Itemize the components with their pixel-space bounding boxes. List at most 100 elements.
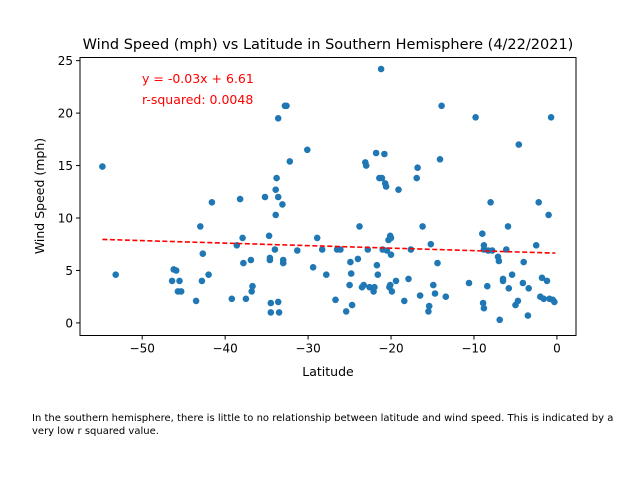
data-point-129 — [525, 285, 532, 292]
data-point-96 — [427, 240, 435, 248]
data-point-48 — [323, 271, 330, 279]
data-point-39 — [279, 256, 287, 264]
data-point-122 — [508, 271, 516, 279]
data-point-74 — [381, 150, 388, 158]
data-point-23 — [261, 193, 269, 201]
data-point-92 — [416, 292, 424, 299]
data-point-68 — [373, 261, 381, 269]
data-point-2 — [168, 277, 176, 285]
data-point-87 — [401, 297, 408, 305]
x-tick-label: 0 — [553, 342, 561, 356]
data-point-54 — [347, 258, 354, 266]
data-point-120 — [504, 223, 512, 230]
data-point-27 — [267, 309, 275, 316]
data-point-30 — [272, 186, 280, 193]
data-point-11 — [199, 250, 207, 257]
data-point-9 — [197, 223, 204, 230]
data-point-69 — [374, 271, 382, 279]
regression-equation: y = -0.03x + 6.61 — [142, 71, 254, 86]
data-point-24 — [265, 232, 273, 240]
data-point-102 — [442, 293, 450, 301]
y-tick-label: 25 — [58, 54, 73, 68]
data-point-43 — [294, 247, 301, 254]
data-point-31 — [272, 211, 280, 219]
data-point-109 — [480, 304, 488, 312]
data-point-76 — [382, 183, 390, 190]
data-point-67 — [372, 149, 380, 157]
data-point-71 — [377, 65, 385, 73]
data-point-97 — [430, 281, 437, 289]
data-point-128 — [524, 312, 532, 319]
data-point-131 — [535, 199, 542, 206]
data-point-56 — [348, 301, 356, 309]
data-point-12 — [205, 271, 212, 279]
data-point-13 — [208, 199, 216, 206]
chart-title: Wind Speed (mph) vs Latitude in Southern… — [83, 37, 574, 53]
data-point-60 — [360, 281, 368, 289]
data-point-46 — [313, 234, 321, 242]
data-point-55 — [347, 270, 355, 277]
x-tick-label: −40 — [212, 342, 237, 356]
data-point-91 — [414, 164, 421, 171]
data-point-86 — [395, 186, 402, 193]
data-point-126 — [519, 279, 527, 287]
data-point-108 — [480, 242, 488, 249]
data-point-115 — [495, 257, 503, 265]
data-point-118 — [499, 275, 507, 283]
data-point-84 — [388, 288, 396, 295]
data-point-29 — [271, 246, 279, 253]
data-point-110 — [484, 282, 491, 290]
data-point-130 — [532, 242, 540, 249]
y-axis-label: Wind Speed (mph) — [32, 138, 47, 254]
data-point-20 — [247, 256, 255, 264]
data-point-26 — [266, 254, 274, 262]
data-point-57 — [354, 255, 362, 263]
data-point-106 — [479, 299, 487, 307]
data-point-16 — [236, 195, 244, 203]
data-point-44 — [304, 146, 311, 154]
data-point-14 — [228, 295, 236, 303]
data-point-85 — [392, 277, 400, 285]
data-point-140 — [551, 298, 558, 306]
data-point-53 — [346, 281, 353, 289]
data-point-66 — [371, 283, 378, 291]
data-point-47 — [318, 246, 326, 253]
data-point-82 — [387, 251, 395, 258]
data-point-125 — [515, 141, 523, 148]
y-tick-label: 0 — [65, 316, 73, 330]
data-point-33 — [274, 115, 282, 122]
data-point-19 — [242, 295, 250, 303]
data-point-112 — [487, 199, 494, 206]
data-point-6 — [176, 277, 183, 285]
data-point-58 — [356, 223, 363, 230]
data-point-88 — [405, 275, 412, 283]
data-point-62 — [362, 162, 370, 169]
data-point-49 — [332, 296, 339, 304]
data-point-136 — [545, 211, 552, 219]
data-point-8 — [192, 297, 200, 305]
data-point-37 — [279, 201, 286, 208]
data-point-138 — [547, 114, 555, 121]
x-tick-label: −10 — [461, 342, 486, 356]
data-point-124 — [514, 297, 522, 305]
plot-frame — [79, 57, 577, 336]
y-tick-label: 10 — [58, 212, 73, 226]
data-point-99 — [434, 259, 441, 267]
x-axis-label: Latitude — [302, 364, 354, 379]
data-point-90 — [413, 174, 421, 182]
y-tick-label: 5 — [65, 264, 73, 278]
data-point-32 — [273, 174, 280, 182]
data-point-18 — [240, 259, 247, 267]
data-point-134 — [540, 295, 547, 303]
data-point-0 — [99, 163, 106, 170]
data-point-21 — [248, 288, 255, 295]
data-point-34 — [274, 193, 282, 201]
data-point-101 — [438, 102, 445, 110]
data-point-42 — [286, 158, 294, 165]
data-point-35 — [274, 298, 282, 306]
data-point-127 — [520, 258, 527, 266]
data-point-28 — [267, 299, 275, 307]
data-point-22 — [249, 282, 256, 290]
data-point-104 — [472, 114, 479, 121]
